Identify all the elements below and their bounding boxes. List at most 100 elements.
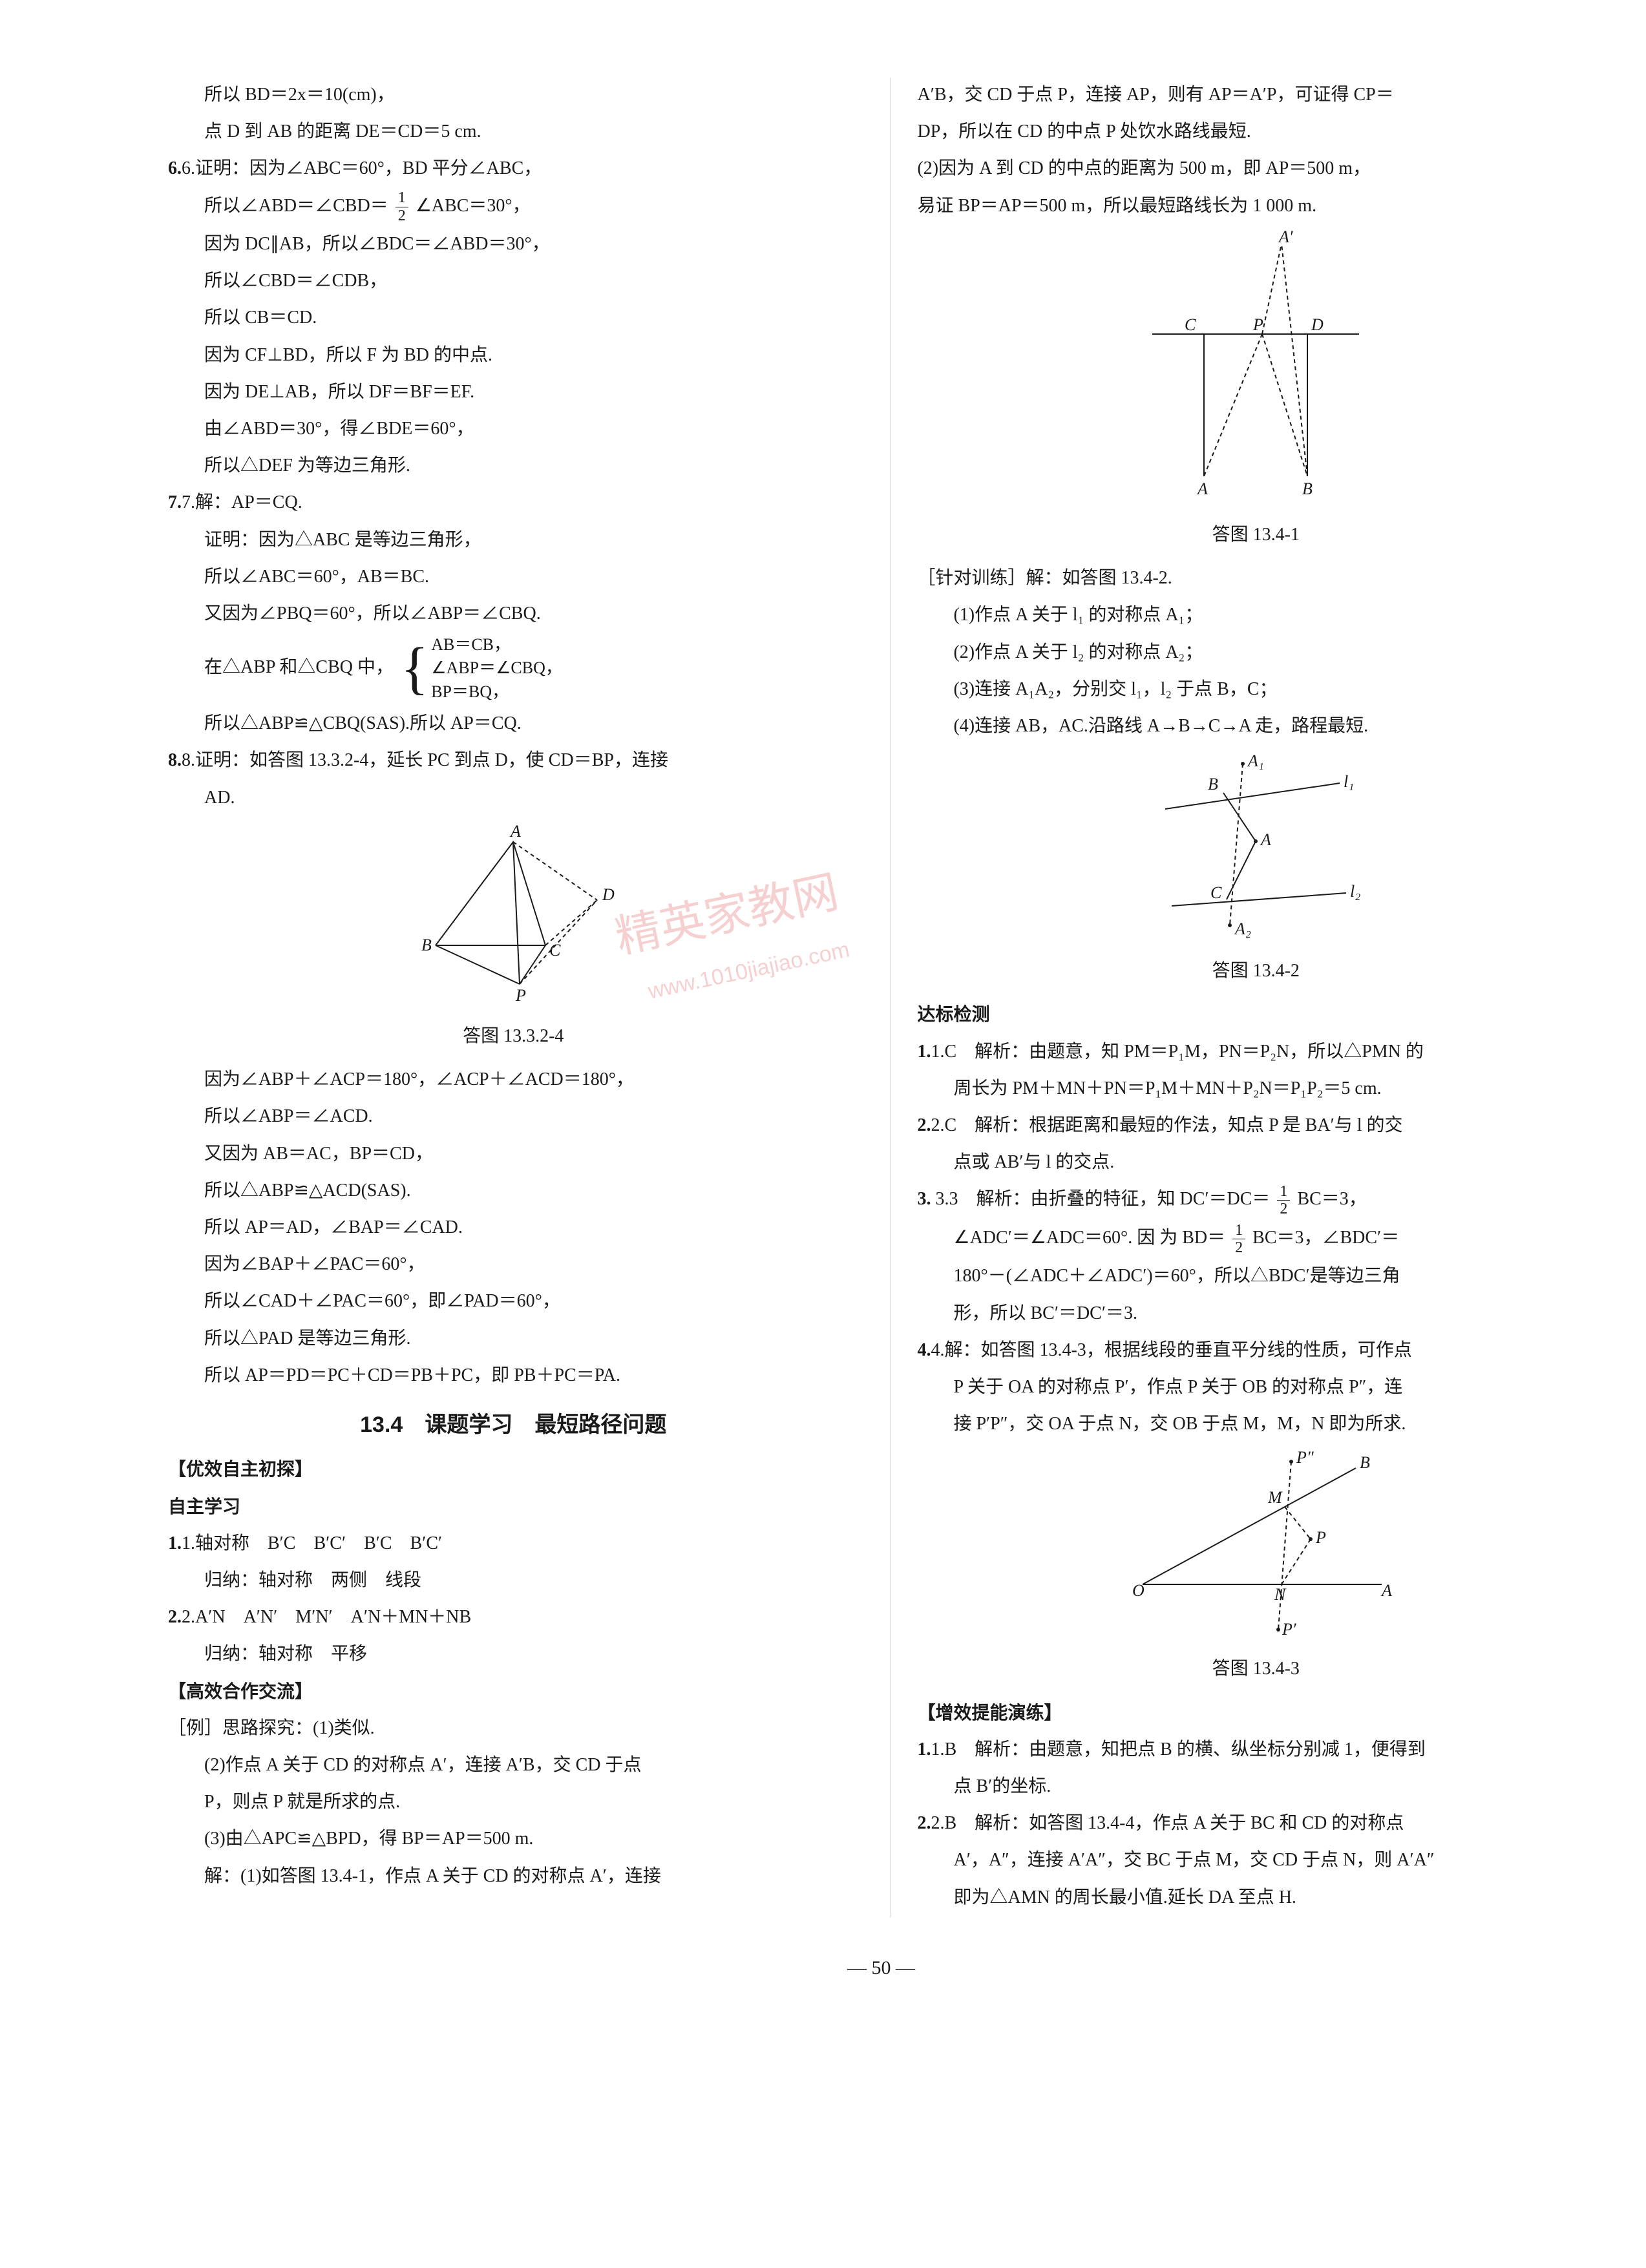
node-label: A (1260, 830, 1271, 849)
text: 8.证明：如答图 13.3.2-4，延长 PC 到点 D，使 CD＝BP，连接 (182, 750, 668, 770)
node-label: A (509, 823, 521, 841)
text-line: 归纳：轴对称 平移 (168, 1637, 858, 1671)
subsection-header: 【优效自主初探】 (168, 1452, 858, 1486)
subsection-header: 【高效合作交流】 (168, 1674, 858, 1708)
figure-1-caption: 答图 13.3.2-4 (168, 1019, 858, 1053)
node-label: l₁ (1344, 772, 1354, 791)
text-line: DP，所以在 CD 的中点 P 处饮水路线最短. (917, 114, 1594, 149)
figure-2: A′ C P D A B (917, 231, 1594, 514)
text-line: A′，A″，连接 A′A″，交 BC 于点 M，交 CD 于点 N，则 A′A″ (917, 1843, 1594, 1877)
node-label: P (515, 986, 526, 1003)
text-line: 所以 BD＝2x＝10(cm)， (168, 78, 858, 112)
subsection-header: 自主学习 (168, 1489, 858, 1524)
fraction: 12 (396, 189, 408, 224)
page-columns: 所以 BD＝2x＝10(cm)， 点 D 到 AB 的距离 DE＝CD＝5 cm… (168, 78, 1594, 1917)
text-line: 接 P′P″，交 OA 于点 N，交 OB 于点 M，M，N 即为所求. (917, 1407, 1594, 1441)
text-line: AD. (168, 781, 858, 815)
text-line: 所以∠ABP＝∠ACD. (168, 1099, 858, 1133)
text-line: 2.2.C 解析：根据距离和最短的作法，知点 P 是 BA′与 l 的交 (917, 1108, 1594, 1142)
figure-4-caption: 答图 13.4-3 (917, 1652, 1594, 1686)
text-line: (2)因为 A 到 CD 的中点的距离为 500 m，即 AP＝500 m， (917, 151, 1594, 185)
text-line: 解：(1)如答图 13.4-1，作点 A 关于 CD 的对称点 A′，连接 (168, 1859, 858, 1893)
subsection-header: 【增效提能演练】 (917, 1696, 1594, 1730)
node-label: O (1132, 1581, 1145, 1600)
text: 2.B 解析：如答图 13.4-4，作点 A 关于 BC 和 CD 的对称点 (931, 1813, 1404, 1833)
node-label: C (549, 941, 561, 960)
text: 6.证明：因为∠ABC＝60°，BD 平分∠ABC， (182, 158, 542, 178)
text-line: 证明：因为△ABC 是等边三角形， (168, 523, 858, 557)
node-label: P (1315, 1528, 1326, 1547)
text: 在△ABP 和△CBQ 中， (204, 657, 394, 677)
text-line: ［例］思路探究：(1)类似. (168, 1711, 858, 1745)
text-line: (1)作点 A 关于 l₁ 的对称点 A₁； (917, 598, 1594, 632)
text-line: 所以∠CAD＋∠PAC＝60°，即∠PAD＝60°， (168, 1284, 858, 1318)
text-line: 1.1.轴对称 B′C B′C′ B′C B′C′ (168, 1526, 858, 1560)
text-line: (2)作点 A 关于 CD 的对称点 A′，连接 A′B，交 CD 于点 (168, 1748, 858, 1782)
text-line: 所以 AP＝PD＝PC＋CD＝PB＋PC，即 PB＋PC＝PA. (168, 1358, 858, 1392)
text-line: 3. 3.3 解析：由折叠的特征，知 DC′＝DC＝ 12 BC＝3， (917, 1182, 1594, 1217)
node-label: A′ (1278, 231, 1293, 246)
brace-line: ∠ABP＝∠CBQ， (431, 656, 562, 680)
node-label: B (1360, 1453, 1370, 1472)
node-label: B (421, 936, 432, 954)
text-line: 形，所以 BC′＝DC′＝3. (917, 1296, 1594, 1330)
figure-3-caption: 答图 13.4-2 (917, 954, 1594, 988)
text-line: 点或 AB′与 l 的交点. (917, 1145, 1594, 1179)
text-line: P，则点 P 就是所求的点. (168, 1785, 858, 1819)
node-label: l₂ (1350, 882, 1360, 901)
text: 1.轴对称 B′C B′C′ B′C B′C′ (182, 1533, 442, 1553)
fraction: 12 (1232, 1222, 1245, 1257)
node-label: P′ (1282, 1620, 1296, 1636)
node-label: B (1208, 775, 1218, 793)
text: BC＝3， (1297, 1189, 1366, 1209)
text-line: 1.1.B 解析：由题意，知把点 B 的横、纵坐标分别减 1，便得到 (917, 1732, 1594, 1767)
text-line: 因为 CF⊥BD，所以 F 为 BD 的中点. (168, 338, 858, 372)
node-label: C (1185, 315, 1196, 334)
text-line: 又因为∠PBQ＝60°，所以∠ABP＝∠CBQ. (168, 596, 858, 631)
text-line: 所以△ABP≌△ACD(SAS). (168, 1173, 858, 1208)
node-label: A (1196, 479, 1208, 498)
text-line: 在△ABP 和△CBQ 中， { AB＝CB， ∠ABP＝∠CBQ， BP＝BQ… (168, 633, 858, 704)
text-line: 由∠ABD＝30°，得∠BDE＝60°， (168, 412, 858, 446)
node-label: C (1210, 883, 1222, 902)
node-label: A₁ (1247, 751, 1264, 770)
text-line: 易证 BP＝AP＝500 m，所以最短路线长为 1 000 m. (917, 189, 1594, 223)
text: 2.A′N A′N′ M′N′ A′N＋MN＋NB (182, 1607, 471, 1627)
text-line: 点 B′的坐标. (917, 1769, 1594, 1803)
text: 3.3 解析：由折叠的特征，知 DC′＝DC＝ (935, 1189, 1270, 1209)
text: ∠ABC＝30°， (416, 196, 531, 216)
text-line: 周长为 PM＋MN＋PN＝P₁M＋MN＋P₂N＝P₁P₂＝5 cm. (917, 1071, 1594, 1106)
right-column: A′B，交 CD 于点 P，连接 AP，则有 AP＝A′P，可证得 CP＝ DP… (891, 78, 1594, 1917)
node-label: M (1267, 1488, 1283, 1507)
left-column: 所以 BD＝2x＝10(cm)， 点 D 到 AB 的距离 DE＝CD＝5 cm… (168, 78, 858, 1917)
text-line: (2)作点 A 关于 l₂ 的对称点 A₂； (917, 635, 1594, 669)
brace-line: BP＝BQ， (431, 680, 562, 704)
figure-1: A B C D P (168, 823, 858, 1015)
node-label: D (1311, 315, 1324, 334)
text-line: 1.1.C 解析：由题意，知 PM＝P₁M，PN＝P₂N，所以△PMN 的 (917, 1034, 1594, 1069)
text-line: A′B，交 CD 于点 P，连接 AP，则有 AP＝A′P，可证得 CP＝ (917, 78, 1594, 112)
text-line: 点 D 到 AB 的距离 DE＝CD＝5 cm. (168, 114, 858, 149)
text-line: (3)连接 A₁A₂，分别交 l₁，l₂ 于点 B，C； (917, 672, 1594, 706)
figure-3: A₁ B l₁ A C l₂ A₂ (917, 751, 1594, 950)
text: 7.解：AP＝CQ. (182, 492, 302, 512)
text-line: 6.6.证明：因为∠ABC＝60°，BD 平分∠ABC， (168, 151, 858, 185)
text-line: 所以△DEF 为等边三角形. (168, 448, 858, 483)
text-line: 因为 DE⊥AB，所以 DF＝BF＝EF. (168, 375, 858, 409)
text-line: 所以 AP＝AD，∠BAP＝∠CAD. (168, 1210, 858, 1244)
text-line: 归纳：轴对称 两侧 线段 (168, 1563, 858, 1597)
text-line: 因为∠ABP＋∠ACP＝180°，∠ACP＋∠ACD＝180°， (168, 1062, 858, 1097)
node-label: D (602, 885, 615, 904)
text-line: 所以∠ABC＝60°，AB＝BC. (168, 560, 858, 594)
text-line: 又因为 AB＝AC，BP＝CD， (168, 1137, 858, 1171)
text-line: P 关于 OA 的对称点 P′，作点 P 关于 OB 的对称点 P″，连 (917, 1370, 1594, 1404)
node-label: A (1380, 1581, 1392, 1600)
text: 1.B 解析：由题意，知把点 B 的横、纵坐标分别减 1，便得到 (931, 1739, 1425, 1759)
text: BC＝3，∠BDC′＝ (1252, 1228, 1399, 1248)
text: 2.C 解析：根据距离和最短的作法，知点 P 是 BA′与 l 的交 (931, 1115, 1402, 1135)
node-label: P″ (1296, 1449, 1314, 1467)
text-line: 所以 CB＝CD. (168, 300, 858, 335)
text-line: 2.2.B 解析：如答图 13.4-4，作点 A 关于 BC 和 CD 的对称点 (917, 1806, 1594, 1840)
text: 所以∠ABD＝∠CBD＝ (204, 196, 388, 216)
subsection-header: 达标检测 (917, 997, 1594, 1031)
